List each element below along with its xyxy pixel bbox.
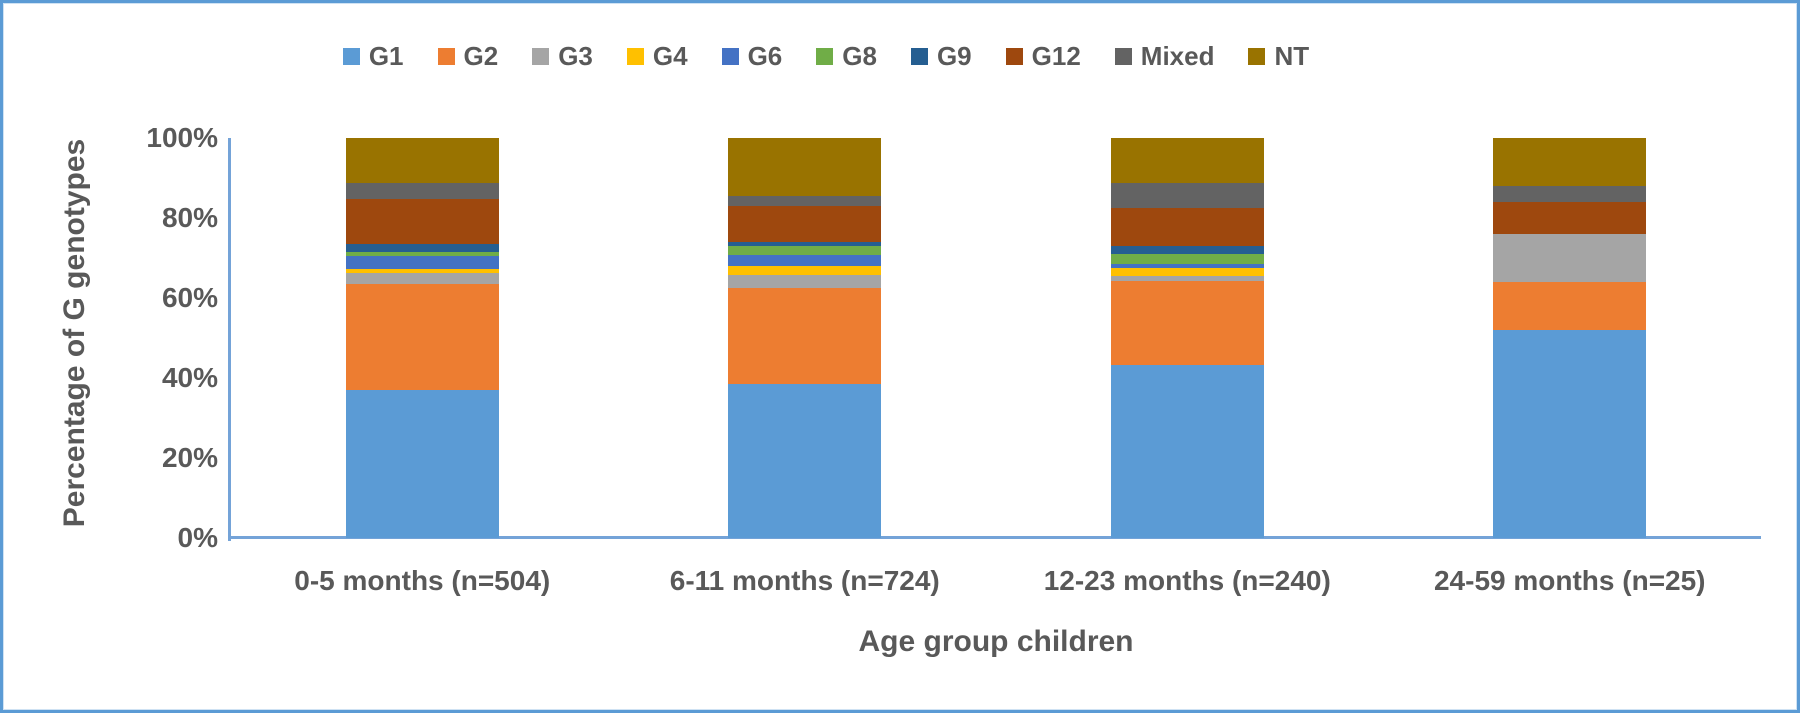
- y-axis-line: [228, 138, 231, 541]
- legend-item-nt: NT: [1248, 43, 1309, 69]
- y-axis-title: Percentage of G genotypes: [58, 138, 91, 528]
- legend-swatch-g8: [816, 47, 834, 65]
- legend-item-g1: G1: [342, 41, 404, 71]
- bar-segment-mixed: [728, 195, 881, 207]
- chart-legend: G1 G2 G3 G4 G6 G8 G9 G12 Mixed NT: [3, 43, 1649, 69]
- legend-label: G1: [368, 41, 404, 71]
- bar-segment-nt: [346, 138, 499, 184]
- bar-segment-g8: [1111, 254, 1264, 265]
- bar-segment-g1: [1111, 364, 1264, 538]
- x-axis-title: Age group children: [858, 625, 1134, 658]
- bar-segment-g12: [346, 198, 499, 245]
- bar-segment-g12: [1111, 207, 1264, 246]
- y-tick-label: 0%: [177, 522, 218, 553]
- bar-segment-g4: [346, 269, 499, 274]
- bar-segment-g2: [346, 283, 499, 390]
- legend-label: G8: [842, 41, 877, 71]
- bar-segment-g1: [1493, 330, 1646, 538]
- bar-segment-g8: [728, 246, 881, 255]
- bar-segment-g2: [1493, 282, 1646, 330]
- legend-item-g8: G8: [816, 43, 877, 69]
- legend-item-g3: G3: [532, 43, 593, 69]
- bar-segment-mixed: [346, 183, 499, 199]
- x-axis-line: [228, 536, 1761, 539]
- y-tick-label: 20%: [161, 442, 218, 473]
- legend-swatch-g4: [626, 47, 644, 65]
- legend-swatch-g12: [1005, 47, 1023, 65]
- legend-swatch-g6: [721, 47, 739, 65]
- bar-segment-mixed: [1493, 186, 1646, 202]
- bar-segment-g3: [1493, 234, 1646, 282]
- bar-segment-g12: [1493, 202, 1646, 234]
- y-tick-label: 40%: [161, 362, 218, 393]
- bar-segment-mixed: [1111, 183, 1264, 208]
- y-tick-label: 100%: [146, 122, 218, 153]
- legend-item-g9: G9: [910, 41, 972, 71]
- legend-label: G9: [936, 41, 972, 71]
- bar-segment-nt: [1493, 138, 1646, 186]
- legend-item-g12: G12: [1005, 41, 1081, 71]
- bar-segment-g2: [1111, 281, 1264, 365]
- bar-24-59-months-n-25-: [1493, 138, 1646, 539]
- legend-label: G2: [463, 41, 499, 71]
- bar-segment-nt: [1111, 138, 1264, 184]
- legend-label: NT: [1274, 41, 1310, 71]
- legend-swatch-mixed: [1114, 47, 1132, 65]
- bar-segment-g2: [728, 287, 881, 385]
- bar-segment-g1: [346, 390, 499, 538]
- bar-12-23-months-n-240-: [1111, 138, 1264, 539]
- bar-6-11-months-n-724-: [728, 138, 881, 539]
- legend-swatch-g1: [342, 47, 360, 65]
- legend-label: G12: [1031, 41, 1081, 71]
- legend-swatch-g3: [532, 47, 550, 65]
- legend-swatch-g9: [910, 47, 928, 65]
- bar-segment-g3: [1111, 276, 1264, 282]
- y-tick-label: 80%: [161, 202, 218, 233]
- x-tick-label: 24-59 months (n=25): [1433, 565, 1706, 596]
- x-tick-label: 6-11 months (n=724): [669, 565, 940, 596]
- legend-swatch-nt: [1248, 47, 1266, 65]
- bar-segment-g1: [728, 384, 881, 538]
- legend-item-g2: G2: [437, 41, 499, 71]
- legend-label: G4: [652, 41, 688, 71]
- y-tick-label: 60%: [161, 282, 218, 313]
- bar-segment-g8: [346, 252, 499, 256]
- legend-label: G3: [558, 41, 593, 71]
- bar-segment-g12: [728, 206, 881, 242]
- bar-segment-g9: [346, 244, 499, 252]
- bar-segment-g6: [728, 254, 881, 266]
- legend-label: G6: [747, 41, 783, 71]
- legend-label: Mixed: [1140, 41, 1215, 71]
- bar-segment-nt: [728, 138, 881, 196]
- bar-segment-g4: [728, 266, 881, 275]
- bar-0-5-months-n-504-: [346, 138, 499, 539]
- legend-item-g6: G6: [721, 41, 783, 71]
- legend-swatch-g2: [437, 47, 455, 65]
- bar-segment-g3: [728, 274, 881, 288]
- bar-segment-g9: [1111, 246, 1264, 255]
- bar-segment-g3: [346, 273, 499, 284]
- bar-segment-g6: [346, 255, 499, 270]
- legend-item-mixed: Mixed: [1114, 41, 1215, 71]
- bar-segment-g9: [728, 242, 881, 247]
- bar-segment-g6: [1111, 264, 1264, 268]
- x-tick-label: 12-23 months (n=240): [1043, 565, 1331, 596]
- bar-segment-g4: [1111, 267, 1264, 276]
- x-tick-label: 0-5 months (n=504): [294, 565, 551, 596]
- legend-item-g4: G4: [626, 41, 688, 71]
